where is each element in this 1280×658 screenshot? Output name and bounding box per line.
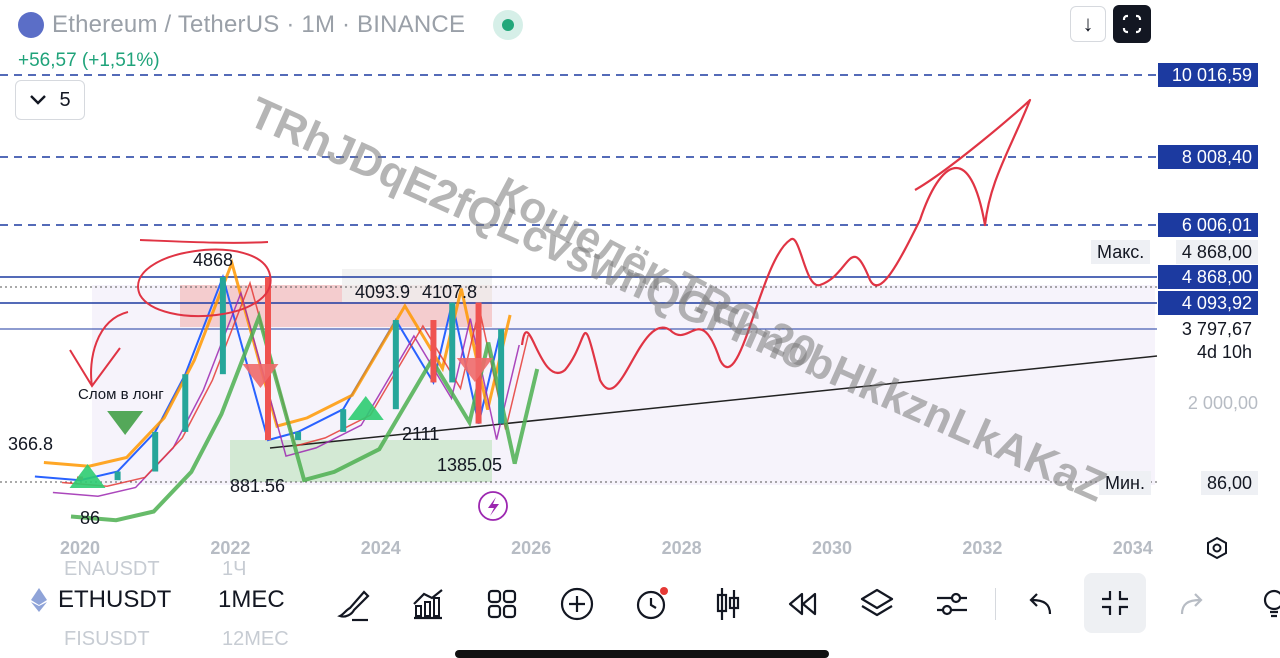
collapse-fullscreen-button[interactable] — [1084, 573, 1146, 633]
collapse-icon — [1102, 591, 1128, 615]
candle-body — [295, 431, 302, 441]
redo-icon[interactable] — [1172, 584, 1212, 624]
drawn-arrow — [69, 311, 129, 388]
price-level-tag[interactable]: 8 008,40 — [1158, 145, 1258, 169]
scroll-to-latest-button[interactable]: ↓ — [1070, 6, 1106, 42]
candle-body — [265, 277, 271, 441]
indicators-icon[interactable] — [408, 584, 448, 624]
drawn-forecast-path — [520, 98, 1032, 390]
x-axis-tick-label: 2034 — [1113, 538, 1153, 558]
buy-signal-marker — [69, 464, 106, 488]
alert-clock-icon[interactable] — [632, 584, 672, 624]
layout-grid-icon[interactable] — [482, 584, 522, 624]
label-box-resistance — [342, 269, 492, 302]
symbol-selector[interactable]: ETHUSDT — [30, 586, 171, 614]
ghost-symbol-below: FISUSDT — [64, 628, 150, 650]
price-level-tag[interactable]: 6 006,01 — [1158, 213, 1258, 237]
moving-average-line — [43, 258, 512, 468]
candle-body — [449, 302, 456, 383]
price-change: +56,57 (+1,51%) — [18, 50, 160, 71]
ethereum-icon — [31, 588, 47, 612]
layers-icon[interactable] — [857, 584, 897, 624]
candle-body — [340, 409, 347, 432]
drawn-circle-annotation — [137, 248, 272, 318]
min-value: 86,00 — [1200, 471, 1258, 495]
candle-body — [152, 431, 159, 472]
chart-header: Ethereum / TetherUS · 1M · BINANCE — [18, 10, 524, 40]
chart-annotation-label: 4868 — [193, 250, 233, 270]
x-axis-tick-label: 2030 — [812, 538, 852, 558]
x-axis-tick-label: 2024 — [361, 538, 401, 558]
arrow-down-icon: ↓ — [1082, 11, 1094, 36]
brush-tool-icon[interactable] — [334, 584, 374, 624]
trend-line — [269, 355, 1158, 449]
fullscreen-button[interactable] — [1113, 5, 1151, 43]
replay-icon[interactable] — [782, 584, 822, 624]
indicators-toggle-button[interactable]: 5 — [15, 80, 85, 120]
chevron-down-icon — [29, 89, 47, 112]
market-status-icon[interactable] — [493, 10, 524, 40]
ghost-tf-below: 12МЕС — [222, 628, 289, 650]
countdown-label: 4d 10h — [1196, 342, 1252, 362]
home-indicator — [455, 650, 829, 658]
x-axis-tick-label: 2028 — [662, 538, 702, 558]
max-value: 4 868,00 — [1175, 240, 1258, 264]
candle-body — [498, 329, 505, 424]
buy-signal-marker — [347, 396, 384, 420]
bottom-toolbar: ETHUSDT 1МЕС — [0, 572, 1280, 636]
settings-sliders-icon[interactable] — [932, 584, 972, 624]
x-axis-tick-label: 2022 — [210, 538, 250, 558]
ethereum-logo-icon — [18, 12, 44, 38]
chart-annotation-label: 4107.8 — [422, 282, 477, 302]
price-level-tag[interactable]: 4 093,92 — [1158, 291, 1258, 315]
symbol-label: ETHUSDT — [58, 586, 172, 613]
price-level-tag[interactable]: 4 868,00 — [1158, 265, 1258, 289]
candle-body — [219, 277, 226, 375]
toolbar-divider — [995, 588, 996, 620]
x-axis-tick-label: 2032 — [962, 538, 1002, 558]
lightning-icon — [488, 497, 499, 516]
chart-annotation-label: 4093.9 — [355, 282, 410, 302]
ghost-symbol-above: ENAUSDT — [64, 558, 160, 580]
moving-average-line — [70, 310, 540, 523]
moving-average-line — [52, 290, 520, 497]
add-icon[interactable] — [557, 584, 597, 624]
ghost-tf-above: 1Ч — [222, 558, 247, 580]
candle-body — [430, 320, 437, 383]
candle-body — [114, 471, 121, 481]
undo-icon[interactable] — [1020, 584, 1060, 624]
x-axis-tick-label: 2026 — [511, 538, 551, 558]
candle-body — [182, 374, 189, 432]
bulb-icon[interactable] — [1254, 584, 1280, 624]
sell-signal-marker — [456, 358, 493, 382]
symbol-title[interactable]: Ethereum / TetherUS · 1M · BINANCE — [52, 11, 466, 38]
chart-annotation-label: 366.8 — [8, 434, 53, 454]
price-level-tag[interactable]: 10 016,59 — [1158, 63, 1258, 87]
candle-body — [392, 320, 399, 410]
candles-icon[interactable] — [708, 584, 748, 624]
chart-annotation-label: 86 — [80, 508, 100, 528]
sell-signal-marker — [107, 411, 144, 435]
sell-signal-marker — [242, 364, 279, 388]
price-level-tag[interactable]: 3 797,67 — [1181, 319, 1252, 339]
drawn-underline — [139, 239, 269, 244]
timeframe-selector[interactable]: 1МЕС — [218, 586, 285, 613]
indicator-count: 5 — [59, 88, 71, 111]
x-axis-tick-label: 2020 — [60, 538, 100, 558]
price-tick-2000: 2 000,00 — [1187, 393, 1258, 413]
price-series-line — [34, 273, 503, 482]
max-label: Макс. — [1091, 240, 1151, 264]
chart-annotation-label: 2111 — [402, 424, 439, 444]
fullscreen-icon — [1121, 13, 1143, 35]
chart-annotation-label: Слом в лонг — [78, 386, 164, 403]
min-label: Мин. — [1099, 471, 1151, 495]
chart-annotation-label: 1385.05 — [437, 455, 502, 475]
chart-annotation-label: 881.56 — [230, 476, 285, 496]
chart-settings-icon[interactable] — [1205, 536, 1229, 560]
flash-event-icon — [478, 491, 508, 521]
